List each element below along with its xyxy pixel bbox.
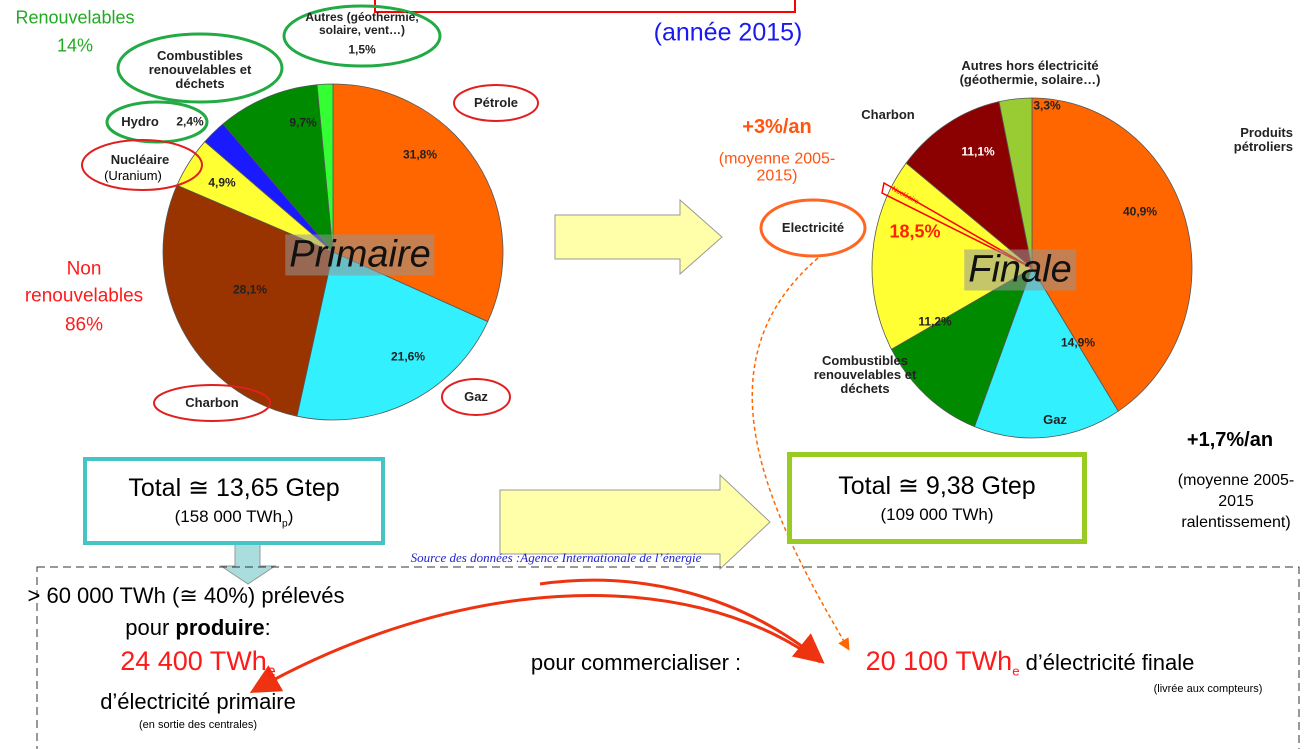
slice-label: Charbon [861, 106, 915, 122]
total-main: Total ≅ 9,38 Gtep [838, 472, 1036, 500]
slice-label: Autres (géothermie, solaire, vent…) [305, 10, 419, 37]
text: ) [287, 507, 294, 526]
sub: p [282, 518, 288, 530]
nuclear-wedge [881, 181, 1033, 269]
pie-slice [296, 251, 489, 421]
slice-label: Produits pétroliers [1233, 124, 1293, 154]
link [751, 257, 850, 651]
curved-arrow [249, 594, 821, 693]
value-label: 28,1% [232, 282, 268, 297]
produce: pour produire: [125, 616, 271, 640]
final-total: Total ≅ 9,38 Gtep (109 000 TWh) [787, 452, 1087, 544]
primary-label: d’électricité primaire [100, 689, 296, 715]
sell: pour commercialiser : [530, 650, 742, 676]
text: d’électricité finale [1019, 650, 1195, 676]
title-frame [374, 0, 796, 13]
slice-label: Nucléaire [110, 151, 170, 167]
electricity-frame [36, 566, 1300, 749]
pie-slice [905, 101, 1033, 270]
renewables-share: 14% [56, 35, 94, 56]
pie-slice [871, 162, 1033, 350]
final-growth-note: (moyenne 2005-2015 ralentissement) [1177, 471, 1295, 531]
text: 24 400 TWh [120, 646, 267, 677]
value-label: 21,6% [390, 349, 426, 364]
sub: e [1012, 663, 1020, 679]
pie-slice [1031, 97, 1193, 412]
renewables: Renouvelables [15, 7, 135, 28]
slice-label: Gaz [1043, 411, 1067, 427]
pie-slice [973, 267, 1119, 439]
text: (158 000 TWh [174, 507, 283, 526]
total-detail: (109 000 TWh) [880, 505, 994, 524]
slice-label: Combustibles renouvelables et déchets [148, 47, 252, 92]
text: produire [175, 615, 265, 641]
primary-total: Total ≅ 13,65 Gtep (158 000 TWhp) [83, 457, 385, 545]
total-main: Total ≅ 13,65 Gtep [128, 474, 340, 502]
subtitle: (année 2015) [653, 18, 803, 47]
non-renewables: Non renouvelables [24, 258, 144, 306]
label-circles [81, 4, 867, 422]
slice-label: Pétrole [473, 94, 519, 110]
value-label: 11,2% [918, 314, 952, 329]
pie-slice [316, 83, 334, 253]
source: Source des données :Agence International… [410, 549, 702, 565]
slice-label: Combustibles renouvelables et déchets [813, 352, 917, 397]
final-note: (livrée aux compteurs) [1153, 683, 1263, 696]
total-detail: (158 000 TWhp) [87, 507, 381, 529]
growth-rate: +3%/an [742, 116, 812, 139]
primary-note: (en sortie des centrales) [139, 719, 257, 732]
slice-label: Charbon [185, 394, 239, 410]
pie-title: Primaire [285, 234, 435, 276]
pie-slice [890, 267, 1033, 428]
value-label: 18,5% [889, 221, 941, 242]
slice-label: Gaz [464, 388, 488, 404]
arrow [554, 198, 723, 276]
text: pour [125, 615, 176, 641]
arrow [499, 473, 771, 571]
value-label: 2,4% [176, 114, 204, 129]
value-label: 31,8% [402, 147, 438, 162]
annotation: (Uranium) [104, 167, 162, 183]
text: 20 100 TWh [865, 646, 1013, 677]
slice-label: Electricité [781, 219, 845, 235]
growth-period: (moyenne 2005-2015) [718, 150, 836, 185]
slice-label: Autres hors électricité (géothermie, sol… [959, 57, 1101, 87]
pie-slice [998, 97, 1033, 269]
pie-title: Finale [964, 249, 1076, 291]
final-growth: +1,7%/an [1186, 429, 1274, 452]
primary-electricity: 24 400 TWhe [120, 646, 276, 681]
final-electricity: 20 100 TWhe d’électricité finale [866, 647, 1195, 679]
value-label: 9,7% [289, 115, 317, 130]
withdrawn: > 60 000 TWh (≅ 40%) prélevés [27, 583, 345, 609]
slice-label: Hydro [121, 113, 159, 129]
text: : [264, 615, 271, 641]
pie-slice [222, 84, 334, 254]
value-label: 14,9% [1060, 335, 1096, 350]
value-label: 3,3% [1033, 98, 1061, 113]
curved-arrow [539, 578, 825, 664]
value-label: 1,5% [348, 42, 376, 57]
value-label: 40,9% [1122, 204, 1158, 219]
value-label: 11,1% [961, 144, 995, 159]
sub: e [266, 662, 276, 681]
non-renewables-share: 86% [64, 314, 104, 336]
arrow [219, 541, 277, 585]
value-label: 4,9% [208, 175, 236, 190]
